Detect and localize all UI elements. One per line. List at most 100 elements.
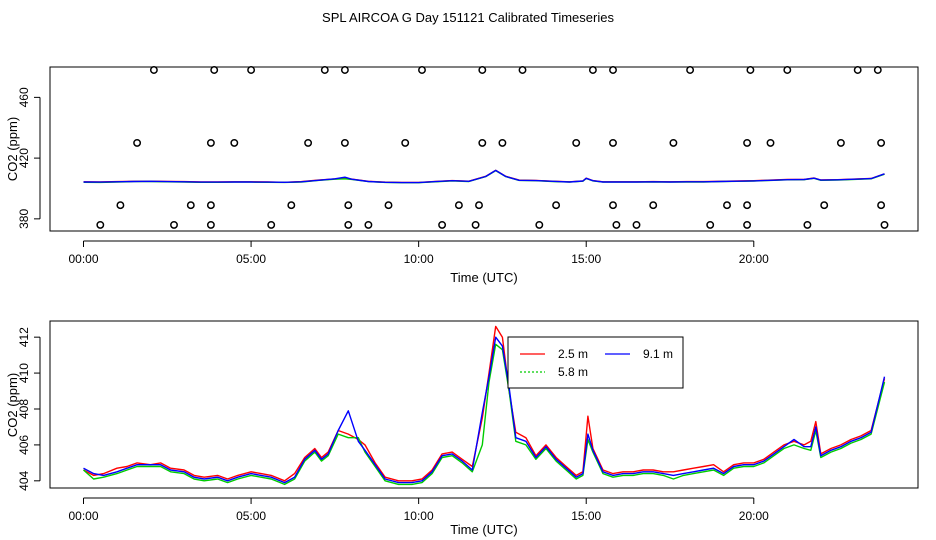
bottom-panel: 404 406 408 410 412 00:00 05:00 10:00 15:00 20:0… (5, 320, 919, 537)
marker-point (877, 201, 886, 210)
top-y-tick-label: 460 (17, 87, 31, 107)
marker-point (572, 138, 581, 147)
bottom-x-tick-label: 10:00 (404, 509, 434, 523)
top-series-lines (83, 169, 885, 184)
marker-point (746, 66, 755, 74)
marker-point (287, 201, 296, 210)
bottom-y-tick-label: 406 (17, 435, 31, 455)
marker-point (766, 138, 775, 147)
marker-point (401, 138, 410, 147)
top-panel: 380 420 460 00:00 05:00 10:00 15:00 20:00 Time… (5, 66, 919, 285)
marker-point (344, 220, 353, 229)
top-x-axis-label: Time (UTC) (450, 270, 517, 285)
marker-point (723, 201, 731, 210)
marker-point (609, 138, 617, 147)
bottom-series-9-1m (83, 336, 886, 484)
bottom-y-tick-label: 404 (17, 470, 31, 490)
marker-point (478, 138, 487, 147)
marker-point (820, 201, 829, 210)
marker-point (340, 66, 349, 74)
bottom-y-tick-label: 410 (17, 363, 31, 383)
marker-point (133, 138, 142, 147)
top-markers (96, 66, 889, 229)
marker-point (743, 138, 752, 147)
marker-point (438, 220, 447, 229)
bottom-series-2-5m (83, 325, 886, 482)
marker-point (609, 201, 617, 210)
top-y-axis-label: CO2 (ppm) (5, 117, 20, 181)
marker-point (471, 220, 480, 229)
legend-label-2-5m: 2.5 m (558, 347, 588, 361)
bottom-x-tick-label: 00:00 (68, 509, 98, 523)
top-y-tick-label: 380 (17, 209, 31, 229)
marker-point (340, 138, 349, 147)
marker-point (853, 66, 862, 74)
bottom-x-axis: 00:00 05:00 10:00 15:00 20:00 (68, 497, 769, 523)
top-x-tick-label: 15:00 (571, 252, 601, 266)
legend: 2.5 m 9.1 m 5.8 m (507, 336, 684, 389)
marker-point (206, 220, 215, 229)
marker-point (743, 201, 752, 210)
marker-point (743, 220, 752, 229)
top-x-tick-label: 10:00 (404, 252, 434, 266)
top-x-axis: 00:00 05:00 10:00 15:00 20:00 (68, 240, 769, 266)
bottom-x-axis-label: Time (UTC) (450, 522, 517, 537)
marker-point (384, 201, 393, 210)
marker-point (632, 220, 641, 229)
marker-point (320, 66, 329, 74)
bottom-x-tick-label: 15:00 (571, 509, 601, 523)
top-y-axis: 380 420 460 (17, 87, 41, 229)
marker-point (206, 201, 215, 210)
marker-point (880, 220, 889, 229)
marker-point (612, 220, 621, 229)
marker-point (418, 66, 426, 74)
marker-point (186, 201, 195, 210)
marker-point (210, 66, 219, 74)
marker-point (518, 66, 527, 74)
marker-point (170, 220, 178, 229)
top-series-9-1m (83, 169, 885, 184)
marker-point (609, 66, 617, 74)
marker-point (247, 66, 256, 74)
marker-point (344, 201, 353, 210)
marker-point (535, 220, 544, 229)
marker-point (686, 66, 695, 74)
marker-point (96, 220, 105, 229)
bottom-x-tick-label: 05:00 (236, 509, 266, 523)
marker-point (706, 220, 715, 229)
marker-point (649, 201, 658, 210)
marker-point (803, 220, 812, 229)
bottom-series-5-8m (83, 343, 886, 486)
marker-point (873, 66, 882, 74)
bottom-x-tick-label: 20:00 (739, 509, 769, 523)
marker-point (454, 201, 463, 210)
marker-point (206, 138, 215, 147)
top-x-tick-label: 05:00 (236, 252, 266, 266)
marker-point (149, 66, 158, 74)
marker-point (783, 66, 792, 74)
marker-point (552, 201, 561, 210)
marker-point (304, 138, 313, 147)
marker-point (669, 138, 678, 147)
top-y-tick-label: 420 (17, 148, 31, 168)
marker-point (498, 138, 507, 147)
marker-point (267, 220, 276, 229)
bottom-y-axis-label: CO2 (ppm) (5, 373, 20, 437)
bottom-y-tick-label: 412 (17, 327, 31, 347)
legend-label-5-8m: 5.8 m (558, 365, 588, 379)
marker-point (475, 201, 483, 210)
marker-point (877, 138, 886, 147)
marker-point (478, 66, 487, 74)
bottom-series-lines (83, 325, 886, 486)
legend-label-9-1m: 9.1 m (643, 347, 673, 361)
marker-point (588, 66, 597, 74)
top-plot-frame (49, 66, 919, 232)
marker-point (116, 201, 125, 210)
bottom-plot-frame (49, 320, 919, 489)
marker-point (364, 220, 373, 229)
top-x-tick-label: 20:00 (739, 252, 769, 266)
marker-point (836, 138, 845, 147)
figure-title: SPL AIRCOA G Day 151121 Calibrated Times… (322, 10, 614, 25)
legend-box (507, 336, 684, 389)
